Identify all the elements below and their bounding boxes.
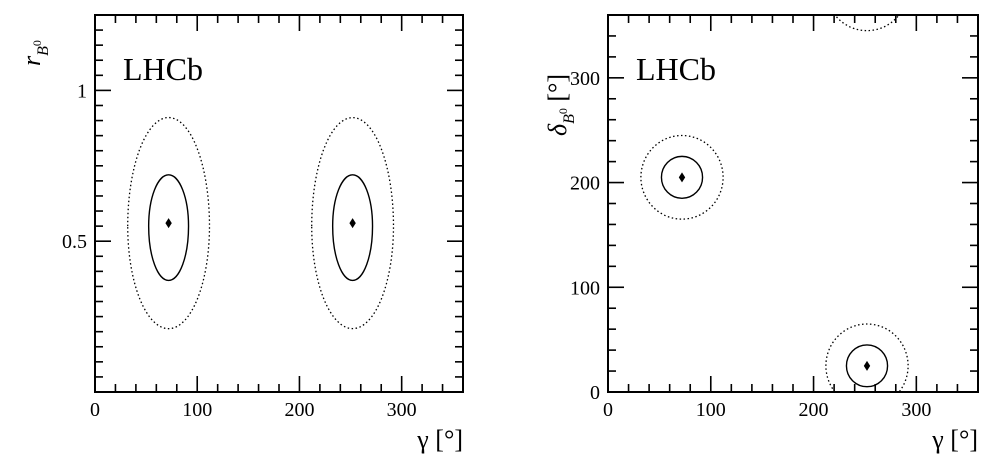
best-fit-marker [349, 218, 356, 229]
x-tick-label: 0 [90, 399, 100, 421]
y-tick-label: 200 [570, 173, 600, 195]
contour-68cl [147, 174, 190, 281]
x-tick-label: 300 [901, 399, 931, 421]
x-tick-label: 100 [696, 399, 726, 421]
y-tick-label: 0.5 [62, 231, 87, 253]
contour-68cl [660, 155, 704, 199]
y-tick-label: 1 [77, 80, 87, 102]
x-axis-title: γ [°] [416, 425, 463, 454]
best-fit-marker [165, 218, 172, 229]
y-axis-title: rB0 [17, 40, 52, 66]
x-tick-label: 100 [182, 399, 212, 421]
x-tick-label: 200 [284, 399, 314, 421]
y-tick-label: 100 [570, 277, 600, 299]
x-tick-label: 200 [799, 399, 829, 421]
best-fit-marker [863, 360, 871, 371]
contour-layer [127, 116, 395, 330]
minima-layer [678, 172, 871, 371]
contour-68cl [845, 344, 889, 388]
contour-68cl [331, 174, 374, 281]
axes: 0 100 200 300 0.5 1 [62, 14, 464, 421]
axes: 0 100 200 300 0 100 200 300 [570, 14, 979, 421]
minima-layer [165, 218, 356, 229]
x-axis-title: γ [°] [931, 425, 978, 454]
best-fit-marker [678, 172, 686, 183]
svg-text:rB0: rB0 [17, 40, 52, 66]
x-tick-label: 300 [387, 399, 417, 421]
x-tick-label: 0 [603, 399, 613, 421]
chart-panel-rb0: 0 100 200 300 0.5 1 LHCb rB0 γ [°] [17, 14, 464, 454]
y-tick-label: 0 [590, 382, 600, 404]
contour-layer [640, 15, 909, 392]
lhcb-label: LHCb [123, 51, 203, 87]
svg-text:γ [°]: γ [°] [931, 425, 978, 454]
svg-text:γ [°]: γ [°] [416, 425, 463, 454]
y-tick-label: 300 [570, 68, 600, 90]
lhcb-label: LHCb [636, 51, 716, 87]
